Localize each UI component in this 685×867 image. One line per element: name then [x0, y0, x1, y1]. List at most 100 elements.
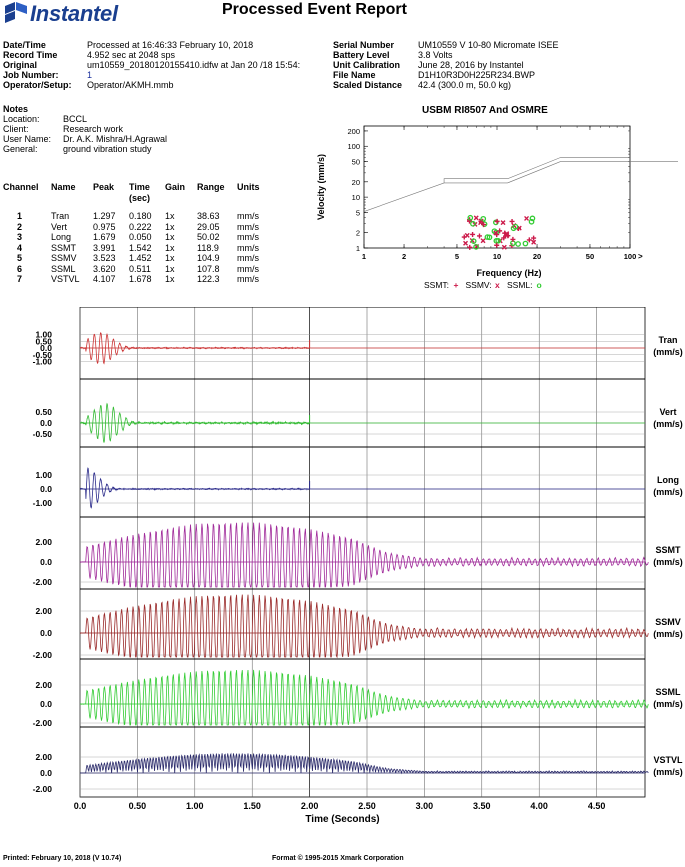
waveform-x-tick-label: 0.50 — [129, 801, 147, 811]
waveform-x-tick-label: 1.50 — [243, 801, 261, 811]
usbm-point-ssmv — [504, 231, 510, 237]
table-cell: 1.452 — [129, 253, 152, 263]
waveform-y-tick-label: 0.0 — [40, 768, 52, 778]
usbm-point-ssmt — [509, 218, 515, 224]
usbm-point-ssmt — [494, 218, 500, 224]
waveform-unit-label: (mm/s) — [653, 629, 683, 639]
usbm-legend-label: SSMT: — [424, 280, 449, 290]
waveform-channel-label: SSMT — [655, 545, 681, 555]
th-units: Units — [237, 182, 260, 192]
info-label: Job Number: — [3, 70, 59, 80]
usbm-x-tick-label: 50 — [586, 252, 594, 261]
table-cell: Vert — [51, 221, 68, 232]
info-value: 4.952 sec at 2048 sps — [87, 50, 176, 60]
usbm-x-arrow: > — [638, 252, 643, 261]
th-range: Range — [197, 182, 225, 192]
info-label: Operator/Setup: — [3, 80, 72, 90]
notes-label: General: — [3, 144, 38, 154]
table-cell: 38.63 — [197, 211, 220, 221]
table-cell: 122.3 — [197, 274, 220, 284]
waveform-x-tick-label: 0.0 — [74, 801, 87, 811]
waveform-x-tick-label: 3.00 — [416, 801, 434, 811]
waveform-y-tick-label: 2.00 — [35, 537, 52, 547]
waveform-x-tick-label: 2.50 — [358, 801, 376, 811]
info-value: 1 — [87, 70, 93, 80]
table-cell: 2 — [17, 221, 23, 232]
waveform-y-tick-label: -2.00 — [33, 784, 53, 794]
th-name: Name — [51, 182, 76, 192]
table-row: 1 Tran 1.297 0.180 1x 38.63 mm/s — [3, 211, 271, 222]
usbm-point-ssml — [484, 234, 491, 240]
usbm-y-tick-label: 5 — [356, 208, 360, 217]
waveform-y-tick-label: -1.00 — [33, 357, 53, 367]
waveform-y-tick-label: -0.50 — [33, 429, 53, 439]
usbm-point-ssmv — [531, 239, 537, 245]
usbm-point-ssmv — [500, 220, 506, 226]
th-time: Time (sec) — [129, 182, 151, 203]
table-cell: 0.511 — [129, 263, 151, 274]
waveform-trace — [79, 522, 649, 588]
usbm-x-tick-label: 20 — [533, 252, 541, 261]
table-cell: 1x — [165, 211, 175, 221]
info-label: Date/Time — [3, 40, 46, 50]
waveform-y-tick-label: 0.0 — [40, 343, 52, 353]
table-cell: mm/s — [237, 253, 259, 263]
usbm-point-ssmv — [524, 215, 530, 221]
waveform-y-tick-label: -2.00 — [33, 718, 53, 728]
table-cell: 1.297 — [93, 211, 116, 221]
usbm-point-ssmt — [494, 242, 500, 248]
usbm-point-ssml — [512, 223, 519, 230]
table-cell: 3.523 — [93, 253, 116, 263]
usbm-point-ssmt — [494, 232, 500, 238]
table-cell: mm/s — [237, 274, 259, 284]
usbm-legend-label: SSML: — [507, 280, 533, 290]
waveform-y-tick-label: 2.00 — [35, 606, 52, 616]
usbm-point-ssmv — [473, 215, 479, 221]
info-label: Serial Number — [333, 40, 395, 50]
info-value: Processed at 16:46:33 February 10, 2018 — [87, 40, 254, 50]
table-cell: mm/s — [237, 263, 259, 274]
usbm-x-tick-label: 1 — [362, 252, 366, 261]
table-cell: 29.05 — [197, 221, 220, 232]
usbm-y-tick-label: 50 — [352, 158, 360, 167]
waveform-unit-label: (mm/s) — [653, 699, 683, 709]
notes-heading: Notes — [3, 104, 29, 114]
usbm-point-ssml — [528, 218, 535, 225]
waveform-y-tick-label: -0.50 — [33, 350, 53, 360]
page-title: Processed Event Report — [222, 1, 407, 18]
notes-value: Dr. A.K. Mishra/H.Agrawal — [63, 134, 168, 144]
waveform-y-tick-label: -2.00 — [33, 577, 53, 587]
info-label: File Name — [333, 70, 376, 80]
info-label: Unit Calibration — [333, 60, 400, 70]
waveform-unit-label: (mm/s) — [653, 487, 683, 497]
notes-label: User Name: — [3, 134, 52, 144]
waveform-x-tick-label: 2.00 — [301, 801, 319, 811]
table-cell: 104.9 — [197, 253, 220, 263]
waveform-unit-label: (mm/s) — [653, 557, 683, 567]
waveform-x-tick-label: 4.50 — [588, 801, 606, 811]
waveform-x-tick-label: 1.00 — [186, 801, 204, 811]
waveform-channel-label: Long — [657, 475, 679, 485]
info-label: Original — [3, 60, 38, 70]
usbm-point-ssmt — [461, 234, 467, 240]
table-cell: Tran — [51, 211, 70, 221]
notes-label: Client: — [3, 124, 29, 134]
waveform-channel-label: SSML — [655, 687, 681, 697]
waveform-y-tick-label: 0.50 — [35, 336, 52, 346]
table-row: 6 SSML 3.620 0.511 1x 107.8 mm/s — [3, 264, 271, 275]
usbm-x-tick-label: 5 — [455, 252, 459, 261]
table-cell: 0.975 — [93, 221, 116, 232]
footer-format: Format © 1995-2015 Xmark Corporation — [272, 855, 404, 862]
waveform-x-tick-label: 4.00 — [530, 801, 548, 811]
logo-text: Instantel — [30, 1, 118, 26]
usbm-point-ssml — [470, 220, 476, 227]
info-value: June 28, 2016 by Instantel — [418, 60, 524, 70]
usbm-point-ssmv — [463, 240, 469, 246]
usbm-point-ssmt — [526, 237, 532, 243]
usbm-x-tick-label: 2 — [402, 252, 406, 261]
usbm-legend-symbol: o — [537, 280, 542, 290]
waveform-x-axis-label: Time (Seconds) — [305, 814, 379, 825]
footer-printed: Printed: February 10, 2018 (V 10.74) — [3, 855, 122, 862]
waveform-trace — [79, 332, 310, 365]
